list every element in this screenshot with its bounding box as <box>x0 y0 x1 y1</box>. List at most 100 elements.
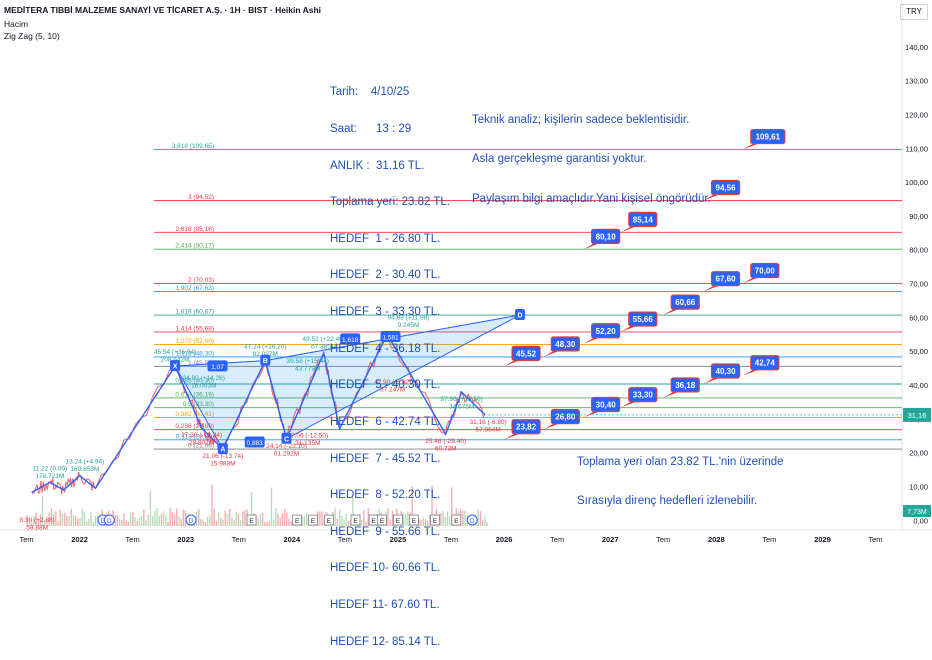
pattern-point-label: D <box>517 313 522 320</box>
volume-bar <box>250 492 253 526</box>
zigzag-annotation-label: 43.779M <box>295 365 320 372</box>
volume-bar <box>178 516 180 526</box>
target-box <box>591 396 621 413</box>
fib-label: 1 (45,54) <box>188 360 214 367</box>
info-line: HEDEF 10- 60.66 TL. <box>330 562 441 575</box>
target-pointer <box>583 242 602 250</box>
volume-bar <box>35 512 37 526</box>
volume-bar <box>145 520 147 526</box>
zigzag-annotation-label: 58.88M <box>26 524 48 531</box>
target-pointer <box>663 308 682 316</box>
earnings-icon <box>324 514 334 526</box>
info-line: HEDEF 1 - 26.80 TL. <box>330 232 441 245</box>
zigzag-annotation-label: 27.30 (-18.24) <box>181 432 222 439</box>
x-tick-label: 2028 <box>708 535 725 544</box>
pattern-point-a: A <box>217 443 228 455</box>
y-tick-label: 10,00 <box>909 482 928 491</box>
x-tick-label: Tem <box>19 535 33 544</box>
x-tick-label: Tem <box>550 535 564 544</box>
volume-bar <box>407 511 409 526</box>
pattern-ratio-box <box>244 436 265 448</box>
pattern-point-box <box>260 354 271 366</box>
volume-bar <box>200 518 202 526</box>
volume-bar <box>63 512 66 526</box>
y-tick-label: 20,00 <box>909 449 928 458</box>
volume-bar <box>345 513 347 526</box>
volume-bar <box>169 508 171 526</box>
fib-label: 1,113 (48,30) <box>176 350 214 357</box>
event-marker-label: E <box>380 518 385 525</box>
volume-bar <box>156 508 158 526</box>
info-line: Saat: 13 : 29 <box>330 123 412 136</box>
target-pointer <box>703 376 722 384</box>
x-tick-label: Tem <box>444 535 458 544</box>
fib-levels: 3,618 (109,65) 3 (94,52) 2,618 (85,16) 2,41… <box>153 143 902 450</box>
info-line: HEDEF 3 - 33.30 TL. <box>330 306 441 319</box>
target-pointer <box>742 368 761 376</box>
volume-bar <box>68 516 70 526</box>
event-marker: E <box>377 514 387 526</box>
target-box <box>628 311 658 327</box>
target-label: 109,61 <box>756 133 781 142</box>
pattern-point-box <box>281 432 292 444</box>
earnings-icon <box>408 514 419 526</box>
volume-bar <box>162 511 165 526</box>
volume-bar <box>138 517 141 526</box>
target-callout: 40,30 <box>703 363 741 384</box>
target-label: 48,30 <box>555 340 576 349</box>
event-marker-label: E <box>311 518 316 525</box>
target-callout: 23,82 <box>504 419 541 440</box>
target-pointer <box>583 336 602 344</box>
fib-label: 0,618 (36,19) <box>175 391 214 398</box>
event-marker: E <box>246 514 257 526</box>
volume-bar <box>444 517 446 526</box>
event-marker-label: E <box>327 518 332 525</box>
currency-button[interactable]: TRY <box>900 4 928 20</box>
volume-bar <box>479 511 482 526</box>
target-box <box>511 419 541 435</box>
volume-bar <box>184 510 187 526</box>
x-tick-label: Tem <box>338 535 352 544</box>
x-tick-label: 2026 <box>496 535 513 544</box>
volume-bar <box>319 511 321 526</box>
pattern-point-label: A <box>220 447 225 454</box>
target-callout: 94,56 <box>703 179 741 201</box>
earnings-icon <box>377 514 387 526</box>
target-label: 55,66 <box>633 315 654 324</box>
target-pointer <box>620 400 639 408</box>
zigzag-annotation-label: 60.73M <box>435 446 457 453</box>
current-price-label: 31,16 <box>908 411 927 420</box>
pattern-ratio: 1,618 <box>340 333 361 345</box>
price-chart[interactable]: 0,0010,0020,0030,0040,0050,0060,0070,008… <box>0 0 932 550</box>
volume-bar <box>237 513 240 526</box>
pattern-ratio-label: 1,581 <box>382 334 399 341</box>
volume-bar <box>140 515 143 526</box>
zigzag-annotation-label: 160.653M <box>70 466 99 473</box>
target-box <box>670 294 700 310</box>
zigzag-annotation-label: 27.06 (-12.50) <box>287 433 328 440</box>
fib-label: 0,5 (33,30) <box>183 401 214 408</box>
y-tick-label: 70,00 <box>909 280 928 289</box>
zigzag-annotation-label: 45.54 (+36.94) <box>154 349 196 356</box>
event-marker-label: D <box>189 518 194 525</box>
earnings-icon <box>393 514 403 526</box>
info-line: HEDEF 11- 67.60 TL. <box>330 598 440 611</box>
fib-label: 1,902 (67,63) <box>175 285 214 292</box>
volume-bar <box>44 520 46 526</box>
zigzag-annotation-label: 16.003M <box>191 382 216 389</box>
pattern-ratio-box <box>207 360 228 372</box>
volume-bar <box>48 512 50 526</box>
volume-bar <box>422 517 424 526</box>
fib-label: 0,113 (23,80) <box>176 433 214 440</box>
volume-bar <box>429 514 431 526</box>
volume-indicator-label[interactable]: Hacim <box>4 19 29 29</box>
earnings-icon <box>292 514 303 526</box>
y-tick-label: 0,00 <box>913 516 928 525</box>
volume-bar <box>149 490 152 526</box>
target-label: 70,00 <box>755 267 776 276</box>
info-line: HEDEF 12- 85.14 TL. <box>330 635 441 648</box>
zigzag-indicator-label[interactable]: Zig Zag (5, 10) <box>4 31 60 41</box>
volume-bar <box>275 508 277 526</box>
target-box <box>710 271 741 287</box>
target-pointer <box>620 325 639 333</box>
